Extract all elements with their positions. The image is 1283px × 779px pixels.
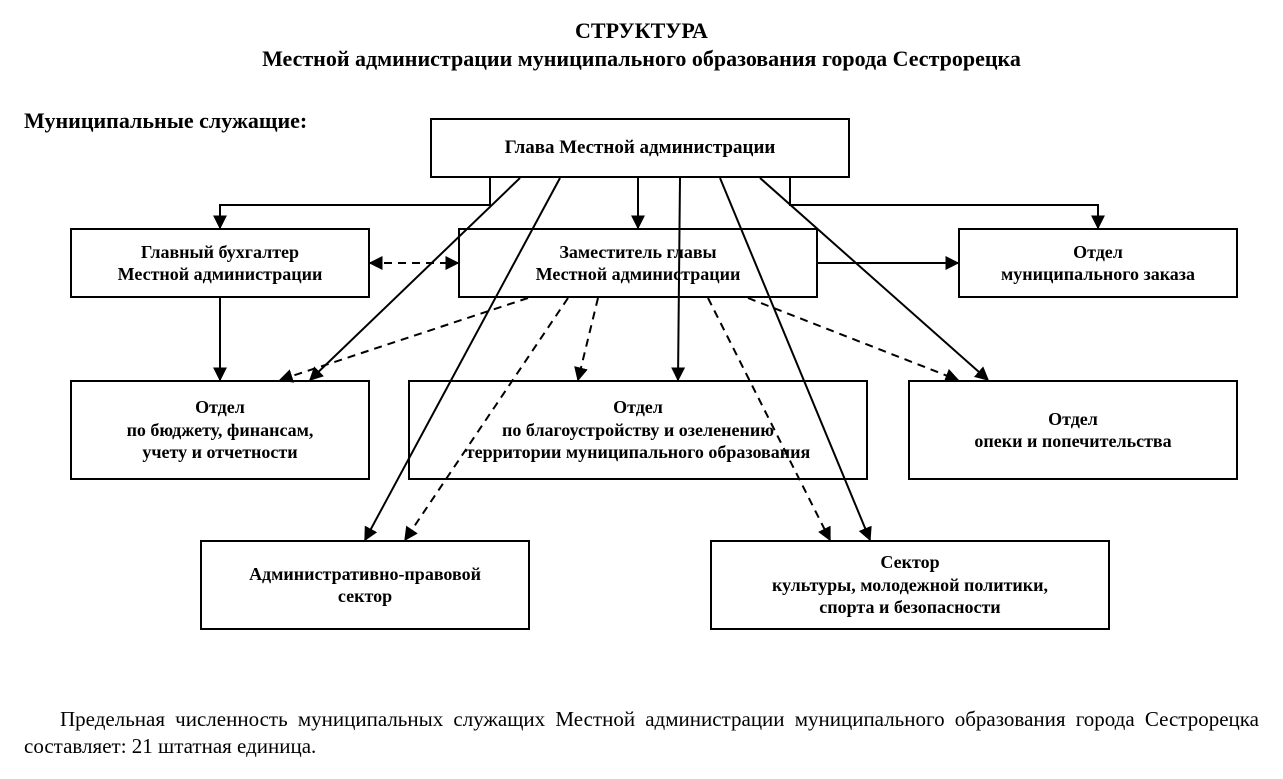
node-culture: Секторкультуры, молодежной политики,спор… (710, 540, 1110, 630)
node-order-label: Отделмуниципального заказа (1001, 241, 1195, 286)
node-accountant: Главный бухгалтерМестной администрации (70, 228, 370, 298)
node-head: Глава Местной администрации (430, 118, 850, 178)
node-admin: Административно-правовойсектор (200, 540, 530, 630)
node-head-label: Глава Местной администрации (505, 136, 776, 160)
footer-text: Предельная численность муниципальных слу… (24, 706, 1259, 761)
node-deputy-label: Заместитель главыМестной администрации (536, 241, 741, 286)
node-guardian-label: Отделопеки и попечительства (974, 408, 1171, 453)
node-order: Отделмуниципального заказа (958, 228, 1238, 298)
node-improve: Отделпо благоустройству и озеленениютерр… (408, 380, 868, 480)
node-culture-label: Секторкультуры, молодежной политики,спор… (772, 551, 1048, 619)
subheading: Муниципальные служащие: (24, 108, 307, 134)
node-improve-label: Отделпо благоустройству и озеленениютерр… (466, 396, 810, 464)
node-accountant-label: Главный бухгалтерМестной администрации (118, 241, 323, 286)
title-line1: СТРУКТУРА (0, 18, 1283, 44)
title-block: СТРУКТУРА Местной администрации муниципа… (0, 0, 1283, 72)
node-guardian: Отделопеки и попечительства (908, 380, 1238, 480)
title-line2: Местной администрации муниципального обр… (0, 46, 1283, 72)
node-budget-label: Отделпо бюджету, финансам,учету и отчетн… (127, 396, 314, 464)
node-admin-label: Административно-правовойсектор (249, 563, 481, 608)
node-deputy: Заместитель главыМестной администрации (458, 228, 818, 298)
node-budget: Отделпо бюджету, финансам,учету и отчетн… (70, 380, 370, 480)
footer-content: Предельная численность муниципальных слу… (24, 707, 1259, 758)
